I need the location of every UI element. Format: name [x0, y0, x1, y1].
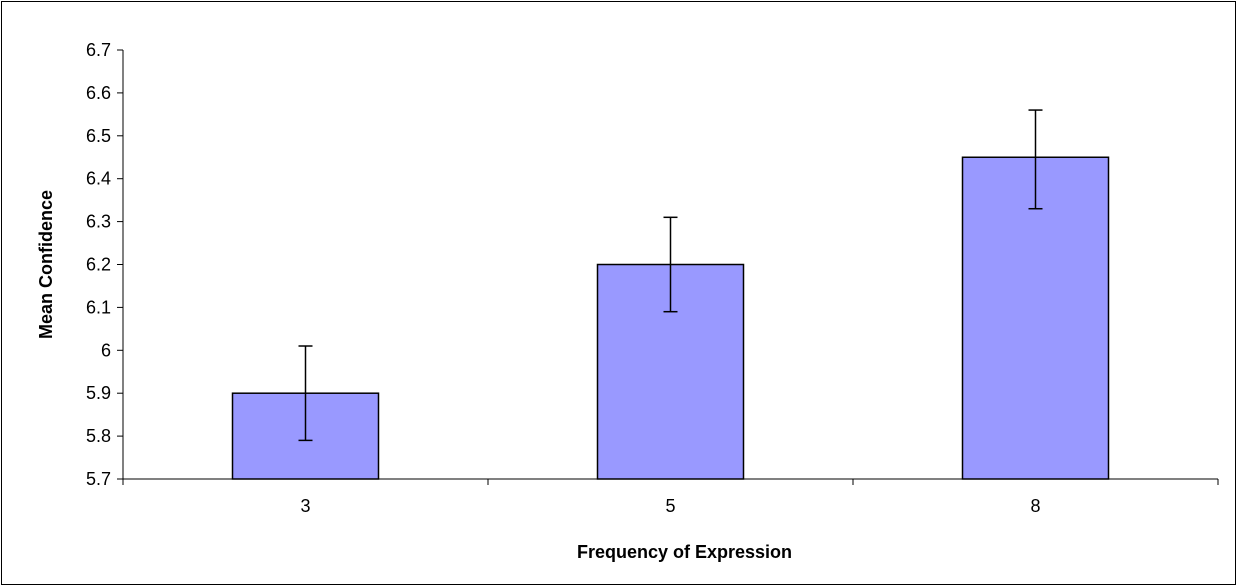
y-axis-ticks: 5.7 5.8 5.9 6 6.1 6.2 6.3 6.4 6.5 6.6 6.7	[86, 40, 123, 489]
y-tick-label: 5.9	[86, 383, 111, 403]
x-tick-label: 3	[300, 496, 310, 516]
error-bars-group	[298, 109, 1043, 442]
y-tick-label: 6.4	[86, 169, 111, 189]
x-axis-ticks: 3 5 8	[122, 479, 1219, 516]
y-tick-label: 6	[101, 340, 111, 360]
y-tick-label: 5.7	[86, 469, 111, 489]
bar	[961, 156, 1110, 480]
y-tick-label: 6.6	[86, 83, 111, 103]
y-tick-label: 6.5	[86, 126, 111, 146]
x-tick-label: 8	[1030, 496, 1040, 516]
y-tick-label: 6.1	[86, 297, 111, 317]
y-axis-title: Mean Confidence	[36, 190, 56, 339]
x-axis-title: Frequency of Expression	[577, 542, 792, 562]
y-tick-label: 6.7	[86, 40, 111, 60]
bars-group	[231, 156, 1110, 480]
y-tick-label: 6.3	[86, 212, 111, 232]
y-tick-label: 6.2	[86, 255, 111, 275]
x-tick-label: 5	[665, 496, 675, 516]
y-tick-label: 5.8	[86, 426, 111, 446]
